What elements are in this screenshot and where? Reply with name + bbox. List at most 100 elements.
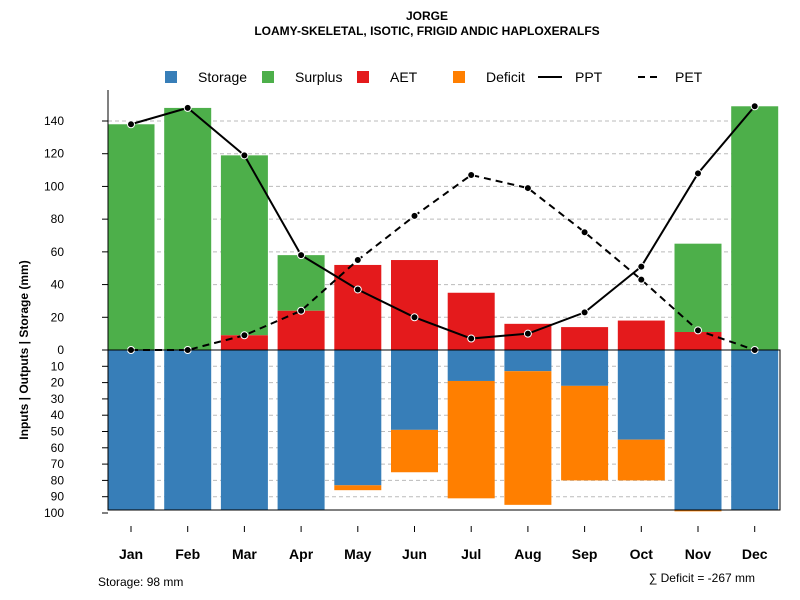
pet-point	[694, 326, 702, 335]
pet-point	[580, 228, 589, 237]
x-tick-label: Dec	[742, 546, 768, 562]
y-tick-label: 60	[51, 441, 65, 455]
storage-bar	[731, 350, 779, 510]
y-tick-label: 70	[51, 457, 65, 471]
storage-bar	[391, 350, 438, 430]
y-axis-label: Inputs | Outputs | Storage (mm)	[17, 260, 31, 439]
chart-title: JORGE	[406, 9, 448, 23]
ppt-point	[410, 313, 419, 322]
legend-swatch-aet	[357, 71, 369, 83]
ppt-point	[127, 120, 135, 129]
x-tick-label: Jun	[402, 546, 427, 562]
deficit-bar	[674, 509, 722, 512]
ppt-line	[130, 105, 756, 340]
aet-bar	[617, 320, 665, 350]
deficit-bar	[561, 385, 609, 481]
y-tick-label: 20	[51, 376, 65, 390]
storage-bar	[617, 350, 665, 440]
x-tick-label: Aug	[514, 546, 541, 562]
ppt-point	[297, 251, 306, 260]
storage-note: Storage: 98 mm	[98, 575, 183, 589]
ppt-point	[353, 285, 362, 294]
deficit-bar	[334, 485, 382, 491]
y-tick-label: 120	[44, 147, 64, 161]
chart-subtitle: LOAMY-SKELETAL, ISOTIC, FRIGID ANDIC HAP…	[254, 24, 599, 38]
legend-label-aet: AET	[390, 69, 418, 85]
storage-bar	[220, 350, 268, 510]
aet-bar	[391, 260, 438, 350]
storage-bar	[334, 350, 382, 486]
x-tick-label: Jul	[461, 546, 481, 562]
aet-bar	[334, 264, 382, 350]
x-tick-label: Feb	[175, 546, 200, 562]
storage-bar	[164, 350, 212, 510]
pet-point	[637, 275, 646, 284]
ppt-point	[523, 329, 532, 338]
legend: Storage Surplus AET Deficit PPT PET	[165, 69, 703, 85]
deficit-bar	[504, 371, 552, 505]
ppt-point	[467, 334, 476, 343]
surplus-bar	[277, 255, 325, 311]
pet-point	[410, 211, 419, 220]
aet-bar	[674, 332, 722, 350]
deficit-bar	[617, 439, 665, 481]
pet-point	[523, 184, 532, 193]
x-tick-label: Jan	[119, 546, 143, 562]
y-tick-label: 30	[51, 392, 65, 406]
series-lines	[127, 102, 759, 354]
y-tick-label: 140	[44, 114, 64, 128]
storage-bar	[561, 350, 609, 386]
surplus-bar	[674, 243, 722, 333]
y-tick-label: 60	[51, 245, 65, 259]
ppt-point	[637, 262, 646, 271]
legend-swatch-storage	[165, 71, 177, 83]
legend-label-surplus: Surplus	[295, 69, 342, 85]
y-tick-label: 90	[51, 490, 65, 504]
x-tick-label: Oct	[630, 546, 654, 562]
y-tick-label: 0	[57, 343, 64, 357]
aet-bar	[561, 327, 609, 350]
legend-label-storage: Storage	[198, 69, 247, 85]
aet-bar	[277, 310, 325, 350]
y-tick-label: 80	[51, 473, 65, 487]
plot-frame	[107, 90, 781, 511]
y-axis: 0 20 40 60 80 100 120 140 10 20 30 40 50 60 70 80 90 100	[44, 114, 108, 520]
surplus-bar	[164, 107, 212, 351]
surplus-bar	[731, 106, 779, 351]
storage-bar	[504, 350, 552, 372]
y-tick-label: 100	[44, 179, 64, 193]
pet-point	[353, 256, 362, 265]
y-tick-label: 50	[51, 425, 65, 439]
ppt-point	[183, 103, 192, 112]
surplus-bar	[220, 155, 268, 336]
y-tick-label: 40	[51, 278, 65, 292]
deficit-bar	[447, 380, 495, 499]
legend-swatch-surplus	[262, 71, 274, 83]
pet-point	[240, 331, 249, 340]
x-tick-label: Sep	[572, 546, 598, 562]
x-tick-label: Apr	[289, 546, 314, 562]
storage-bar	[277, 350, 325, 510]
y-tick-label: 20	[51, 310, 65, 324]
x-tick-label: Mar	[232, 546, 257, 562]
pet-point	[297, 306, 306, 315]
legend-swatch-deficit	[453, 71, 465, 83]
x-axis: Jan Feb Mar Apr May Jun Jul Aug Sep Oct Nov Dec	[119, 526, 768, 562]
y-tick-label: 10	[51, 359, 65, 373]
deficit-note: ∑ Deficit = -267 mm	[649, 571, 755, 585]
ppt-point	[240, 151, 249, 160]
y-tick-label: 100	[44, 506, 64, 520]
legend-label-ppt: PPT	[575, 69, 603, 85]
surplus-bar	[107, 124, 155, 351]
storage-bar	[447, 350, 495, 381]
gridlines	[108, 120, 780, 498]
legend-label-pet: PET	[675, 69, 703, 85]
ppt-point	[750, 102, 759, 111]
storage-bar	[674, 350, 722, 510]
x-tick-label: Nov	[685, 546, 712, 562]
x-tick-label: May	[344, 546, 371, 562]
deficit-bar	[391, 429, 438, 473]
y-tick-label: 80	[51, 212, 65, 226]
ppt-point	[580, 308, 589, 317]
